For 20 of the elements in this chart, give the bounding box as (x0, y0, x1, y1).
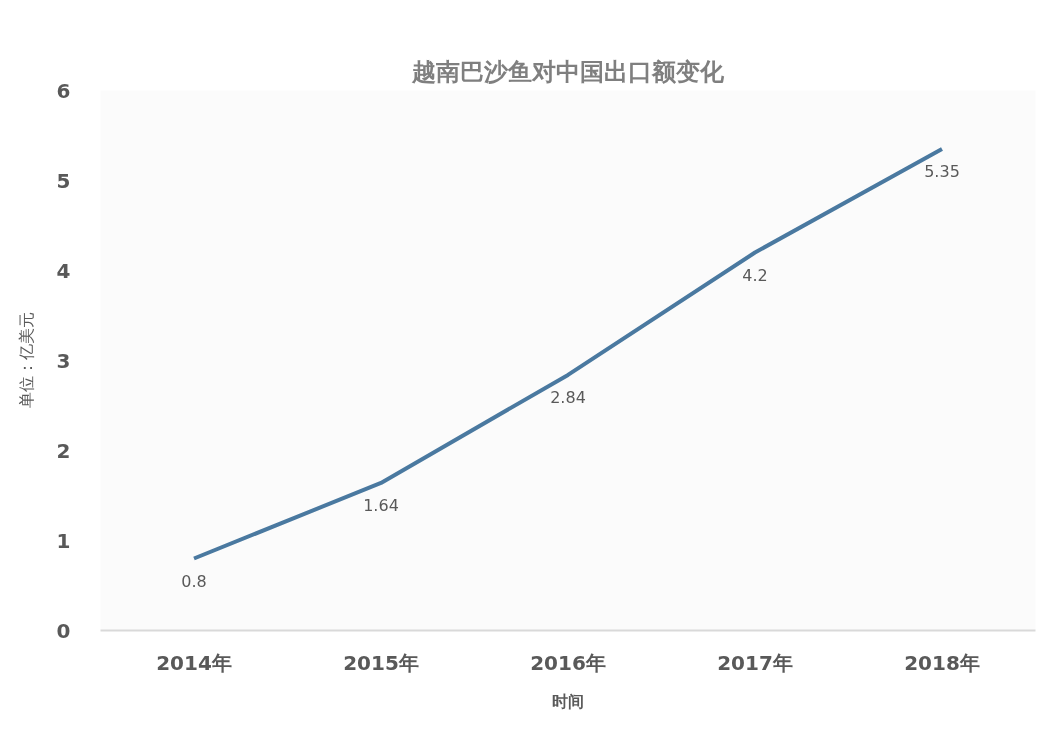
y-tick-label: 2 (56, 438, 71, 463)
x-tick-label: 2017年 (717, 650, 793, 675)
x-tick-label: 2018年 (904, 650, 980, 675)
y-axis-title: 单位：亿美元 (16, 312, 36, 409)
data-label: 5.35 (924, 162, 960, 181)
y-tick-label: 5 (56, 168, 71, 193)
data-label: 4.2 (742, 265, 768, 285)
chart-title: 越南巴沙鱼对中国出口额变化 (411, 57, 725, 86)
x-tick-label: 2014年 (156, 650, 232, 675)
data-label: 1.64 (363, 495, 399, 515)
y-tick-label: 6 (56, 78, 71, 103)
data-label: 2.84 (550, 387, 586, 407)
data-label: 0.8 (181, 571, 207, 591)
x-tick-label: 2016年 (530, 650, 606, 675)
y-tick-label: 3 (56, 348, 71, 373)
y-tick-label: 0 (56, 618, 71, 643)
x-axis-title: 时间 (552, 691, 584, 711)
y-tick-label: 4 (56, 258, 71, 283)
y-tick-label: 1 (56, 528, 71, 553)
x-tick-label: 2015年 (343, 650, 419, 675)
